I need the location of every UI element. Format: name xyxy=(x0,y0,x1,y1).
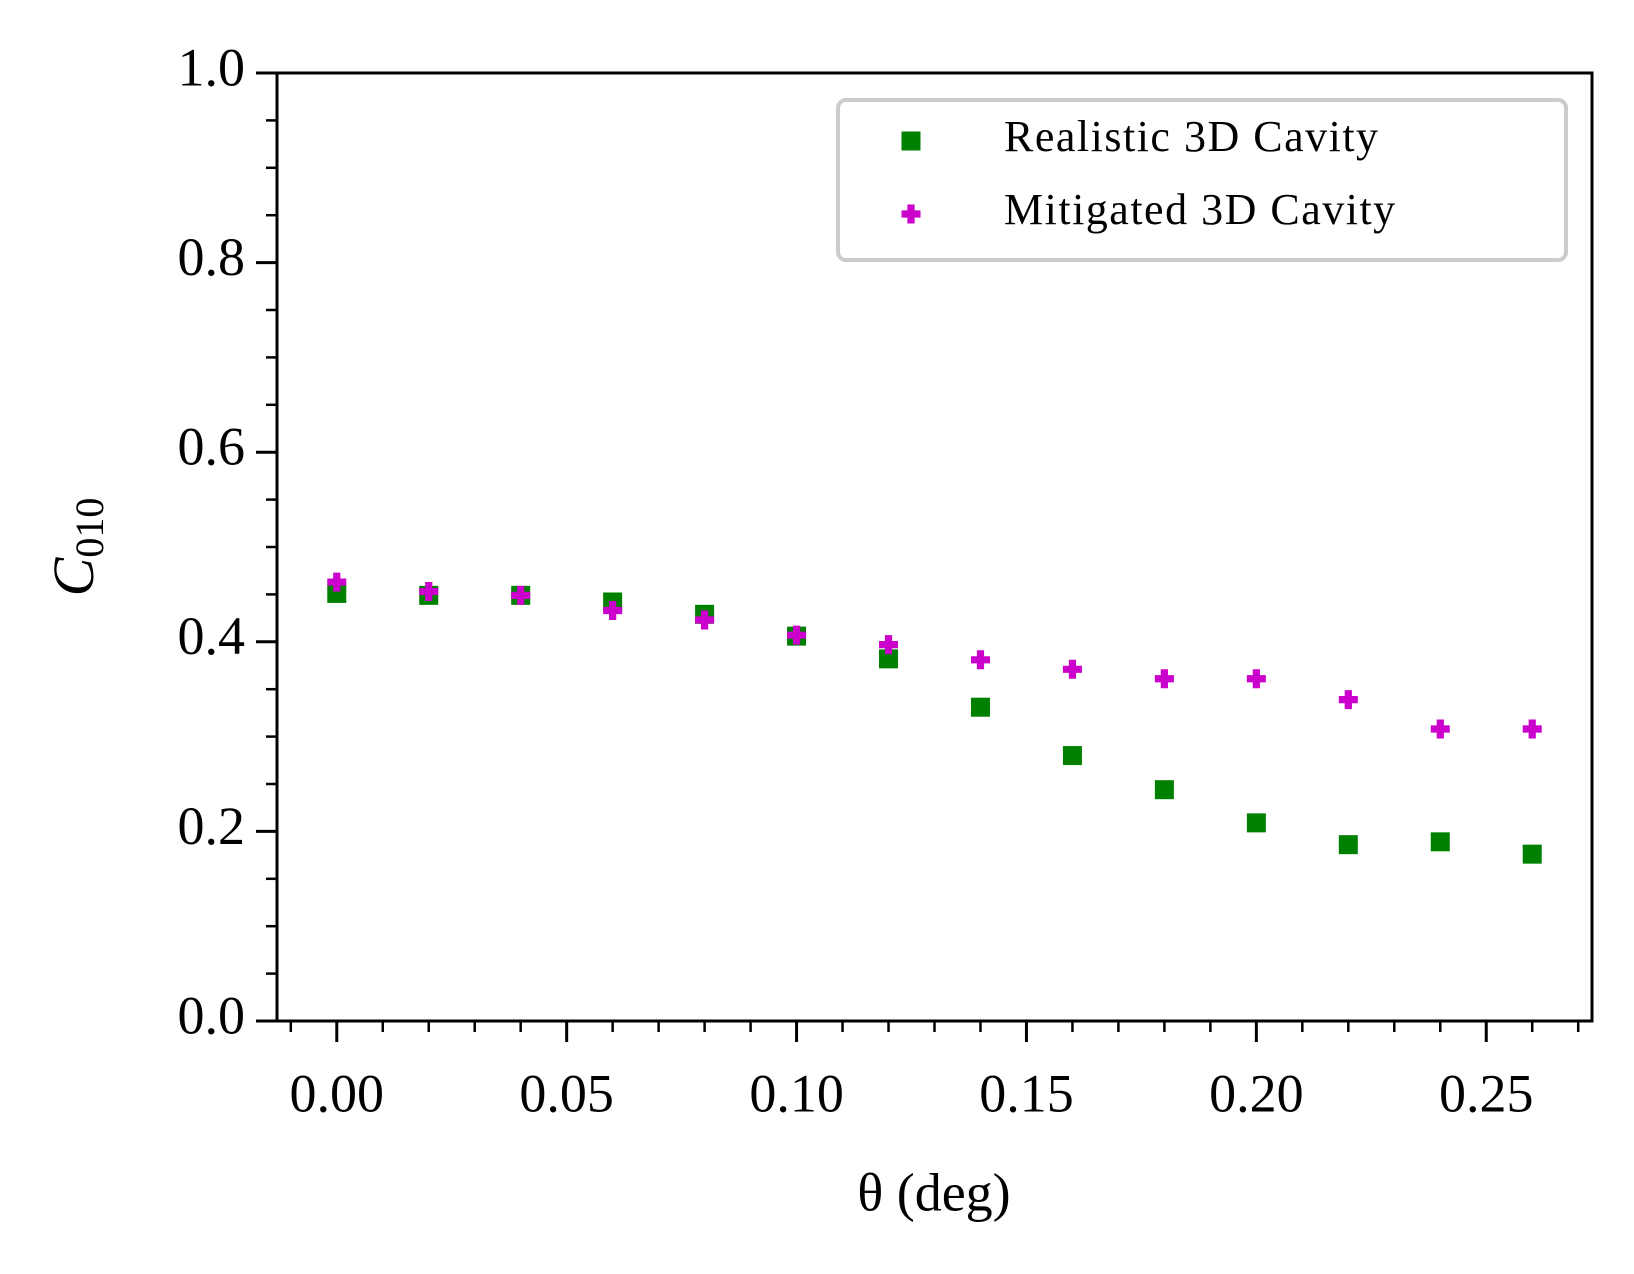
y-axis-label: C010 xyxy=(41,498,112,597)
data-point xyxy=(1430,719,1450,739)
data-point xyxy=(1246,669,1266,689)
y-tick-label: 0.8 xyxy=(178,227,246,287)
legend-box xyxy=(836,98,1568,262)
data-point xyxy=(1062,659,1082,679)
plot-frame xyxy=(275,71,1594,1023)
x-axis-label: θ (deg) xyxy=(857,1162,1010,1222)
data-point xyxy=(1338,690,1358,710)
x-tick-label: 0.00 xyxy=(290,1063,385,1123)
data-point xyxy=(511,585,531,605)
y-tick-label: 0.0 xyxy=(178,985,246,1045)
data-point xyxy=(970,650,990,670)
x-tick-label: 0.20 xyxy=(1209,1063,1304,1123)
data-point xyxy=(787,625,807,645)
data-point xyxy=(1338,835,1358,855)
x-tick-label: 0.15 xyxy=(979,1063,1074,1123)
data-point xyxy=(327,572,347,592)
legend-label: Mitigated 3D Cavity xyxy=(1004,185,1397,234)
data-point xyxy=(695,610,715,630)
legend-marker xyxy=(901,204,921,224)
data-point xyxy=(1430,832,1450,852)
y-tick-label: 0.4 xyxy=(178,606,246,666)
data-point xyxy=(419,582,439,602)
data-point xyxy=(1522,844,1542,864)
data-point xyxy=(879,649,899,669)
y-axis-label-sub: 010 xyxy=(67,498,112,558)
y-tick-label: 0.6 xyxy=(178,417,246,477)
legend-label: Realistic 3D Cavity xyxy=(1004,112,1380,161)
data-point xyxy=(1522,719,1542,739)
data-point xyxy=(879,635,899,655)
legend-marker xyxy=(901,131,921,151)
data-point xyxy=(603,601,623,621)
data-point xyxy=(327,583,347,603)
data-point xyxy=(1062,746,1082,766)
x-tick-label: 0.05 xyxy=(519,1063,614,1123)
y-tick-label: 1.0 xyxy=(178,37,246,97)
y-tick-label: 0.2 xyxy=(178,796,246,856)
data-point xyxy=(1154,669,1174,689)
data-point xyxy=(1246,813,1266,833)
x-tick-label: 0.10 xyxy=(749,1063,844,1123)
data-point xyxy=(970,697,990,717)
data-point xyxy=(1154,780,1174,800)
y-axis-label-main: C xyxy=(41,556,106,596)
x-tick-label: 0.25 xyxy=(1439,1063,1534,1123)
